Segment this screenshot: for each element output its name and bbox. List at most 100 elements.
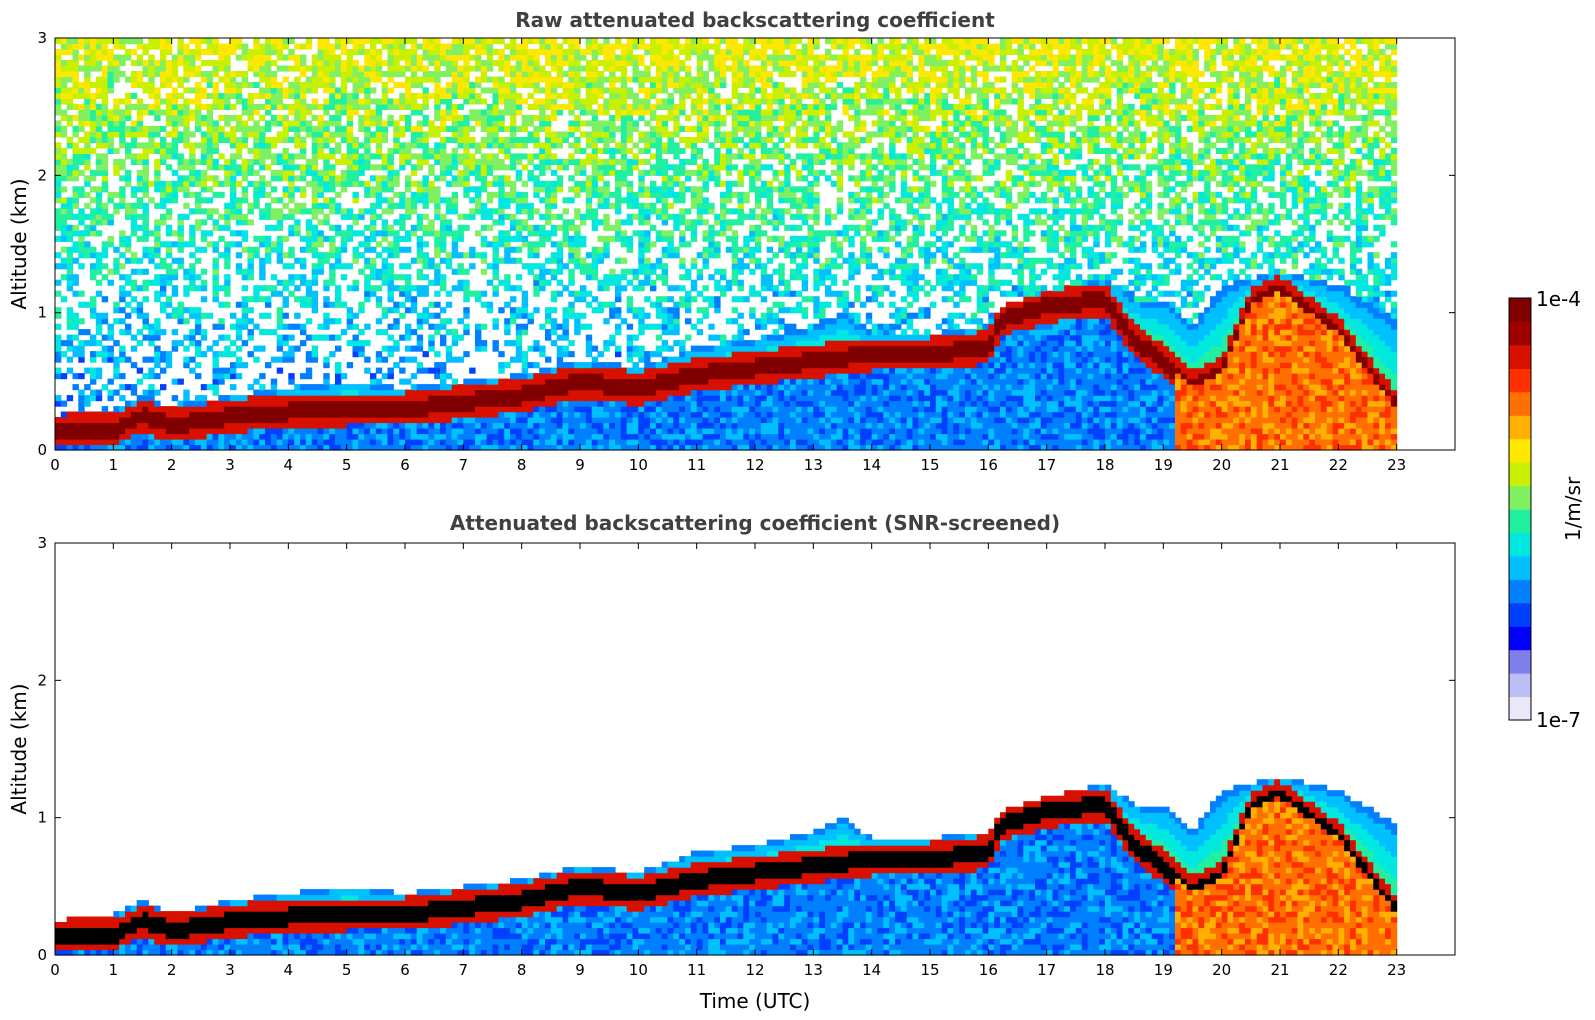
heatmap-cell bbox=[451, 125, 459, 132]
heatmap-cell bbox=[241, 54, 249, 61]
heatmap-cell bbox=[95, 65, 103, 72]
heatmap-cell bbox=[311, 71, 319, 78]
heatmap-cell bbox=[101, 71, 109, 78]
heatmap-cell bbox=[346, 54, 354, 61]
heatmap-cell bbox=[545, 164, 552, 171]
heatmap-cell bbox=[410, 125, 418, 132]
heatmap-cell bbox=[247, 307, 254, 314]
heatmap-cell bbox=[142, 131, 149, 138]
heatmap-cell bbox=[416, 389, 424, 396]
heatmap-cell bbox=[107, 49, 114, 56]
heatmap-cell bbox=[224, 120, 231, 127]
heatmap-cell bbox=[457, 103, 464, 110]
heatmap-cell bbox=[311, 54, 319, 61]
heatmap-cell bbox=[463, 268, 470, 275]
heatmap-cell bbox=[515, 345, 523, 352]
heatmap-cell bbox=[294, 136, 301, 143]
heatmap-cell bbox=[556, 395, 564, 402]
heatmap-cell bbox=[235, 125, 243, 132]
heatmap-cell bbox=[510, 296, 517, 303]
heatmap-cell bbox=[276, 400, 284, 407]
heatmap-cell bbox=[95, 158, 103, 165]
heatmap-cell bbox=[609, 54, 616, 61]
heatmap-cell bbox=[603, 406, 610, 413]
heatmap-cell bbox=[428, 131, 435, 138]
heatmap-cell bbox=[294, 98, 301, 105]
heatmap-cell bbox=[323, 169, 330, 176]
heatmap-cell bbox=[510, 395, 517, 402]
heatmap-cell bbox=[183, 98, 190, 105]
heatmap-cell bbox=[60, 197, 68, 204]
heatmap-cell bbox=[480, 213, 488, 220]
heatmap-cell bbox=[317, 186, 324, 193]
heatmap-cell bbox=[550, 411, 558, 418]
heatmap-cell bbox=[66, 318, 74, 325]
heatmap-cell bbox=[329, 439, 336, 446]
heatmap-cell bbox=[195, 202, 202, 209]
heatmap-cell bbox=[241, 230, 249, 237]
heatmap-cell bbox=[206, 136, 214, 143]
heatmap-cell bbox=[410, 38, 418, 45]
heatmap-cell bbox=[55, 191, 62, 198]
heatmap-cell bbox=[486, 120, 494, 127]
heatmap-cell bbox=[276, 246, 284, 253]
heatmap-cell bbox=[270, 356, 278, 363]
heatmap-cell bbox=[399, 274, 406, 281]
heatmap-cell bbox=[492, 285, 499, 292]
heatmap-cell bbox=[434, 103, 441, 110]
heatmap-cell bbox=[440, 411, 447, 418]
heatmap-cell bbox=[539, 285, 546, 292]
heatmap-cell bbox=[72, 373, 79, 380]
heatmap-cell bbox=[375, 109, 383, 116]
heatmap-cell bbox=[527, 318, 534, 325]
heatmap-cell bbox=[410, 202, 418, 209]
heatmap-cell bbox=[142, 252, 149, 259]
heatmap-cell bbox=[259, 65, 266, 72]
heatmap-cell bbox=[405, 147, 412, 154]
heatmap-cell bbox=[148, 373, 155, 380]
heatmap-cell bbox=[60, 230, 68, 237]
heatmap-cell bbox=[364, 395, 371, 402]
heatmap-cell bbox=[463, 224, 470, 231]
heatmap-cell bbox=[381, 389, 389, 396]
heatmap-cell bbox=[247, 158, 254, 165]
heatmap-cell bbox=[346, 406, 354, 413]
heatmap-cell bbox=[84, 147, 91, 154]
heatmap-cell bbox=[591, 175, 599, 182]
heatmap-cell bbox=[66, 274, 74, 281]
heatmap-cell bbox=[539, 378, 546, 385]
heatmap-cell bbox=[265, 103, 272, 110]
heatmap-cell bbox=[399, 49, 406, 56]
heatmap-cell bbox=[615, 345, 622, 352]
heatmap-cell bbox=[568, 290, 575, 297]
heatmap-cell bbox=[387, 395, 394, 402]
heatmap-cell bbox=[603, 38, 610, 45]
heatmap-cell bbox=[78, 439, 85, 446]
heatmap-cell bbox=[445, 125, 453, 132]
heatmap-cell bbox=[101, 208, 109, 215]
heatmap-cell bbox=[358, 395, 365, 402]
heatmap-cell bbox=[387, 400, 394, 407]
heatmap-cell bbox=[177, 120, 184, 127]
heatmap-cell bbox=[55, 186, 62, 193]
heatmap-cell bbox=[585, 373, 593, 380]
heatmap-cell bbox=[399, 43, 406, 50]
heatmap-cell bbox=[440, 334, 447, 341]
heatmap-cell bbox=[533, 175, 540, 182]
heatmap-cell bbox=[311, 208, 319, 215]
heatmap-cell bbox=[644, 362, 651, 369]
heatmap-cell bbox=[265, 241, 272, 248]
heatmap-cell bbox=[130, 103, 138, 110]
heatmap-cell bbox=[90, 378, 97, 385]
heatmap-cell bbox=[620, 142, 628, 149]
heatmap-cell bbox=[440, 125, 447, 132]
heatmap-cell bbox=[381, 158, 389, 165]
heatmap-cell bbox=[84, 444, 91, 451]
heatmap-cell bbox=[154, 235, 161, 242]
heatmap-cell bbox=[615, 175, 622, 182]
heatmap-cell bbox=[142, 164, 149, 171]
heatmap-cell bbox=[177, 213, 184, 220]
heatmap-cell bbox=[329, 180, 336, 187]
heatmap-cell bbox=[498, 241, 505, 248]
heatmap-cell bbox=[562, 131, 569, 138]
